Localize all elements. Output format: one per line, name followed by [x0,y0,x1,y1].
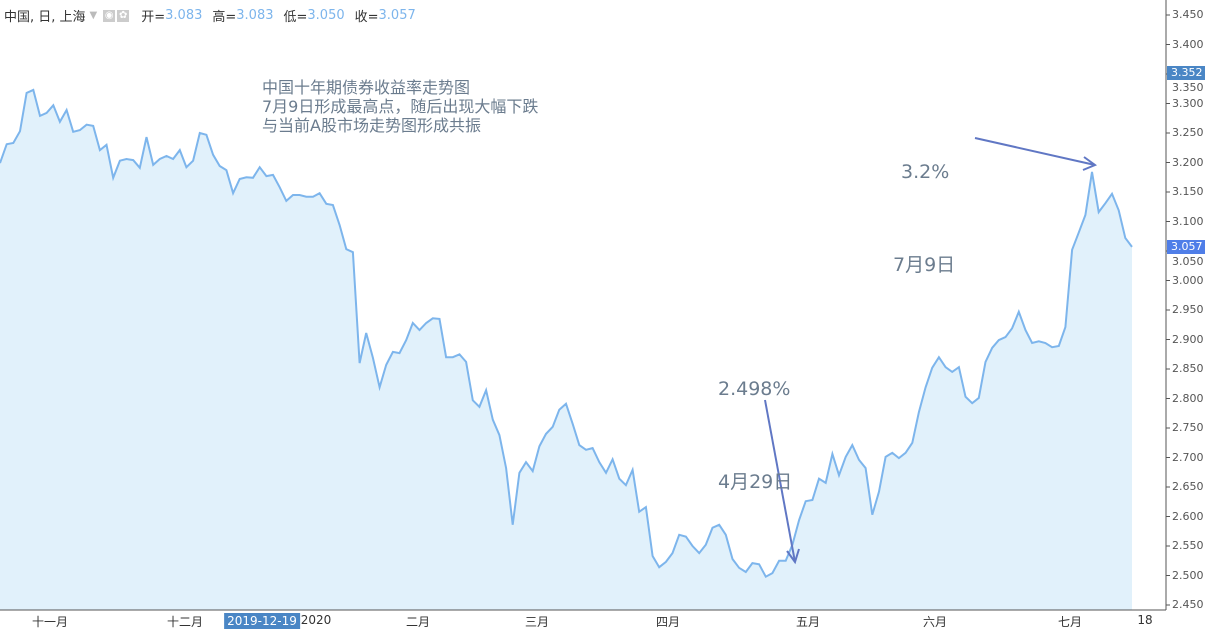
chart-legend: 中国, 日, 上海 ▼ ◉ ✿ 开= 3.083 高= 3.083 低= 3.050 … [4,6,416,25]
y-tick-label: 2.850 [1172,362,1204,375]
x-tick-label: 2019-12-19 [224,613,300,629]
x-tick-label: 二月 [405,615,431,629]
low-value-label: 2.498% [718,378,791,400]
y-tick-label: 2.550 [1172,539,1204,552]
x-tick-label: 十一月 [31,615,69,629]
y-tick-label: 2.900 [1172,332,1204,346]
x-tick-label: 六月 [922,615,948,629]
y-tick-label: 3.250 [1172,126,1204,139]
y-tick-label: 3.450 [1172,8,1204,21]
high-date-label: 7月9日 [893,254,956,276]
high-arrow [974,137,1098,171]
x-tick-label: 五月 [795,615,821,629]
x-tick-label: 四月 [655,615,681,629]
y-tick-label: 2.600 [1172,509,1204,523]
high-value-label: 3.2% [901,161,950,183]
y-tick-label: 3.050 [1172,254,1204,268]
chart-annotation-text: 中国十年期债券收益率走势图 7月9日形成最高点，随后出现大幅下跌 与当前A股市场走势… [262,78,538,135]
y-tick-label: 3.300 [1172,96,1204,110]
open-value: 3.083 [165,8,203,23]
y-tick-label: 3.350 [1172,80,1204,94]
crosshair-price-tag: 3.352 [1167,65,1205,80]
open-label: 开= [141,10,166,25]
last-price-tag: 3.057 [1167,239,1205,254]
symbol-label[interactable]: 中国, 日, 上海 [4,10,86,25]
close-label: 收= [354,10,379,25]
y-axis-ticks [1166,14,1170,606]
y-tick-label: 2.800 [1172,391,1204,405]
low-label: 低= [283,10,308,25]
high-label: 高= [212,10,237,25]
high-annotation: 3.2% 7月9日 [893,95,955,312]
low-date-label: 4月29日 [718,471,793,493]
y-tick-label: 2.950 [1172,303,1204,316]
annotation-line: 中国十年期债券收益率走势图 [262,78,471,97]
x-tick-label: 三月 [524,615,550,629]
y-tick-label: 2.450 [1172,598,1204,611]
y-tick-label: 2.650 [1172,480,1204,493]
close-value: 3.057 [378,8,416,23]
chevron-down-icon[interactable]: ▼ [89,10,98,21]
x-tick-label: 十二月 [166,615,204,629]
yield-line [0,88,1133,579]
annotation-line: 7月9日形成最高点，随后出现大幅下跌 [262,97,539,116]
y-tick-label: 3.000 [1172,273,1204,287]
y-tick-label: 2.750 [1172,421,1204,434]
low-arrow [764,399,800,565]
y-tick-label: 2.700 [1172,450,1204,464]
y-tick-label: 2.500 [1172,568,1204,582]
y-tick-label: 3.150 [1172,185,1204,198]
x-tick-label: 2020 [300,613,332,627]
high-value: 3.083 [236,8,274,23]
y-tick-label: 3.400 [1172,37,1204,51]
x-tick-label: 七月 [1057,615,1083,629]
low-annotation: 2.498% 4月29日 [718,312,792,529]
yield-area-fill [0,89,1132,610]
x-tick-label: 18 [1137,613,1153,627]
low-value: 3.050 [307,8,345,23]
annotation-line: 与当前A股市场走势图形成共振 [262,116,481,135]
y-tick-label: 3.200 [1172,155,1204,169]
gear-icon[interactable]: ✿ [117,9,130,22]
eye-icon[interactable]: ◉ [103,9,116,22]
y-tick-label: 3.100 [1172,214,1204,228]
